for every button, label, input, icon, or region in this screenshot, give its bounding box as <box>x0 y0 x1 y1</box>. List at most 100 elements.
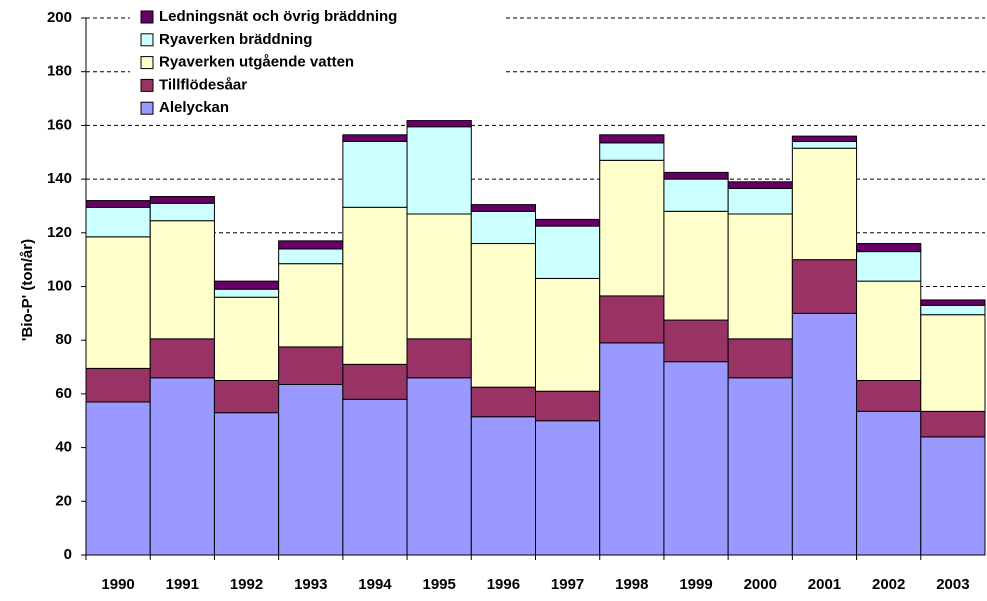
bar-segment <box>213 296 280 381</box>
bar-segment <box>920 304 986 316</box>
bar-segment <box>727 338 793 379</box>
legend-swatch <box>140 10 154 24</box>
bar-segment <box>727 181 793 189</box>
y-tick-label: 80 <box>55 331 72 348</box>
legend-swatch <box>140 33 154 47</box>
bar-segment <box>342 398 408 556</box>
bar-segment <box>599 134 665 144</box>
x-tick-label: 1991 <box>166 576 199 593</box>
x-tick-label: 1993 <box>294 576 327 593</box>
bar-segment <box>470 416 536 556</box>
bar-segment <box>535 225 601 279</box>
bar-segment <box>342 363 408 400</box>
bar-segment <box>791 259 858 314</box>
bar-segment <box>406 126 472 215</box>
bar-segment <box>791 135 858 143</box>
bar-segment <box>278 263 344 348</box>
bar-segment <box>149 220 215 340</box>
bar-segment <box>470 204 536 212</box>
bar-segment <box>85 200 151 208</box>
bar-segment <box>791 312 858 556</box>
bar-segment <box>727 377 793 556</box>
bar-segment <box>727 187 793 215</box>
bar-segment <box>406 338 472 379</box>
bar-segment <box>599 342 665 556</box>
bar-segment <box>406 377 472 556</box>
x-tick-label: 2001 <box>808 576 841 593</box>
bar-segment <box>663 210 729 321</box>
legend-label: Alelyckan <box>159 99 229 116</box>
legend-label: Ryaverken utgående vatten <box>159 54 354 71</box>
y-tick-label: 180 <box>47 63 72 80</box>
bar-segment <box>213 288 280 298</box>
bar-segment <box>85 367 151 403</box>
bar-segment <box>856 280 922 381</box>
y-tick-label: 40 <box>55 439 72 456</box>
y-tick-label: 140 <box>47 170 72 187</box>
bar-segment <box>727 213 793 340</box>
bar-segment <box>213 412 280 556</box>
bar-segment <box>213 280 280 290</box>
x-tick-label: 1998 <box>615 576 648 593</box>
bar-segment <box>663 319 729 363</box>
bar-segment <box>663 171 729 180</box>
bar-segment <box>149 202 215 222</box>
x-tick-label: 1996 <box>487 576 520 593</box>
bar-segment <box>599 142 665 161</box>
y-tick-label: 60 <box>55 385 72 402</box>
bar-segment <box>535 277 601 392</box>
bar-segment <box>149 196 215 204</box>
bar-segment <box>85 206 151 238</box>
bar-segment <box>470 243 536 388</box>
bar-segment <box>278 240 344 250</box>
bar-segment <box>278 346 344 386</box>
bar-segment <box>342 206 408 365</box>
bar-segment <box>663 178 729 212</box>
x-tick-label: 2003 <box>936 576 969 593</box>
bar-segment <box>278 248 344 265</box>
legend-swatch <box>140 56 154 70</box>
bar-segment <box>85 401 151 556</box>
legend-swatch <box>140 101 154 115</box>
bar-segment <box>406 213 472 340</box>
x-tick-label: 1994 <box>358 576 392 593</box>
y-tick-label: 20 <box>55 492 72 509</box>
bar-segment <box>470 386 536 418</box>
legend-swatch <box>140 78 154 92</box>
bar-segment <box>535 420 601 556</box>
legend-label: Tillflödesåar <box>159 76 247 93</box>
bar-segment <box>920 299 986 306</box>
bar-segment <box>599 159 665 297</box>
bar-segment <box>278 384 344 556</box>
bar-segment <box>791 141 858 149</box>
bar-segment <box>535 390 601 422</box>
bar-segment <box>920 410 986 438</box>
legend-box <box>130 4 505 120</box>
bar-segment <box>920 314 986 412</box>
bar-segment <box>856 243 922 253</box>
x-tick-label: 1992 <box>230 576 263 593</box>
bar-segment <box>920 436 986 556</box>
x-tick-label: 1999 <box>679 576 712 593</box>
x-tick-label: 1990 <box>101 576 134 593</box>
bar-segment <box>663 361 729 556</box>
y-tick-label: 160 <box>47 116 72 133</box>
y-tick-label: 200 <box>47 9 72 26</box>
y-tick-label: 0 <box>64 546 72 563</box>
bar-segment <box>535 218 601 227</box>
bar-segment <box>213 379 280 414</box>
bar-segment <box>149 377 215 556</box>
x-tick-label: 2000 <box>744 576 777 593</box>
bar-segment <box>406 119 472 128</box>
y-tick-label: 120 <box>47 224 72 241</box>
bar-segment <box>856 379 922 412</box>
legend-label: Ryaverken bräddning <box>159 31 312 48</box>
y-axis-label: 'Bio-P' (ton/år) <box>19 239 36 341</box>
x-tick-label: 1997 <box>551 576 584 593</box>
bar-segment <box>85 236 151 369</box>
bar-segment <box>856 251 922 282</box>
bar-segment <box>599 295 665 344</box>
x-tick-label: 2002 <box>872 576 905 593</box>
bar-segment <box>149 338 215 379</box>
